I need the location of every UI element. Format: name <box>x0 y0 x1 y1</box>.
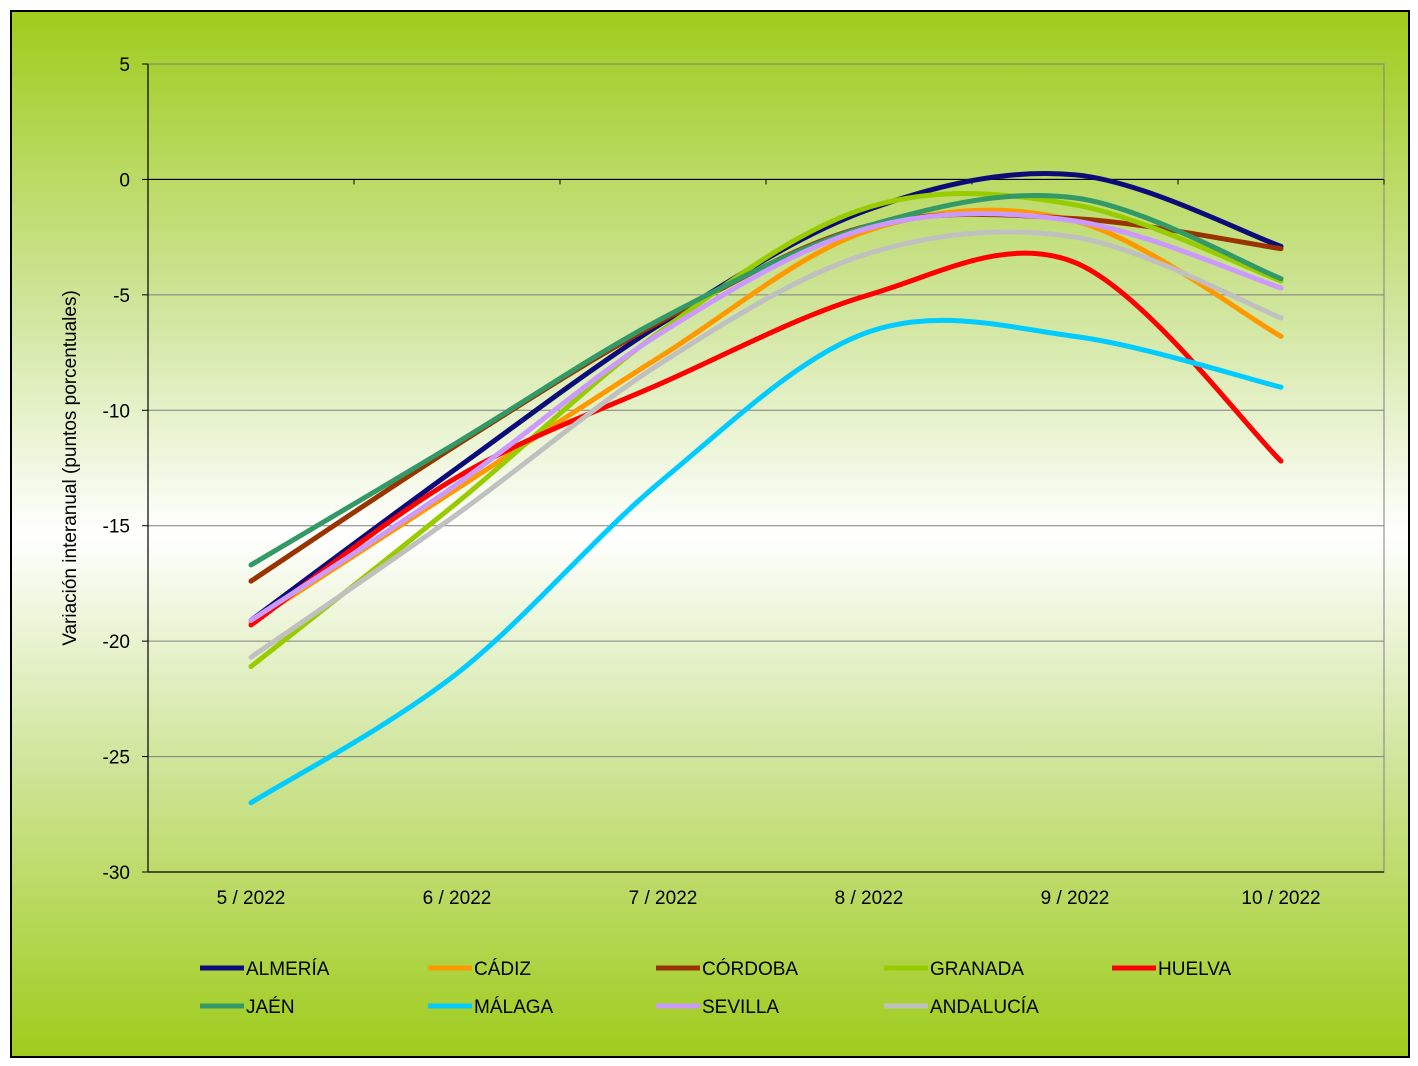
plot-border <box>147 63 1385 873</box>
legend-item: MÁLAGA <box>428 997 554 1018</box>
chart-area: 5 0 -5 -10 -15 -20 -25 -30 5 / 2022 6 / 2022 7 / … <box>10 10 1410 1058</box>
legend-label: GRANADA <box>930 959 1024 980</box>
y-axis-title: Variación interanual (puntos porcentuale… <box>60 290 81 646</box>
series-lines <box>248 171 1284 806</box>
series-line-huelva <box>248 250 1284 628</box>
legend-label: MÁLAGA <box>474 997 554 1018</box>
series-line-cádiz <box>248 207 1284 626</box>
x-tick-label: 8 / 2022 <box>835 888 904 909</box>
y-tick-label: -5 <box>113 286 130 307</box>
y-tick-label: -15 <box>103 517 130 538</box>
y-tick-label: 5 <box>119 55 130 76</box>
y-axis-ticks: 5 0 -5 -10 -15 -20 -25 -30 <box>103 55 148 884</box>
y-tick-label: 0 <box>119 170 130 191</box>
gridlines <box>148 63 1384 873</box>
series-line-granada <box>248 191 1284 670</box>
legend-label: ALMERÍA <box>246 959 330 980</box>
y-tick-label: -10 <box>103 401 130 422</box>
x-tick-label: 5 / 2022 <box>217 888 286 909</box>
x-tick-label: 9 / 2022 <box>1041 888 1110 909</box>
x-tick-label: 7 / 2022 <box>629 888 698 909</box>
series-line-jaén <box>248 192 1284 568</box>
legend-label: JAÉN <box>246 997 295 1018</box>
x-axis-ticks: 5 / 2022 6 / 2022 7 / 2022 8 / 2022 9 / 2022… <box>147 179 1385 909</box>
legend: ALMERÍA CÁDIZ CÓRDOBA GRANADA HUELVA JAÉN MÁLA… <box>200 958 1232 1018</box>
x-tick-label: 10 / 2022 <box>1241 888 1320 909</box>
line-chart: 5 0 -5 -10 -15 -20 -25 -30 5 / 2022 6 / 2022 7 / … <box>60 55 1385 1018</box>
legend-item: JAÉN <box>200 997 295 1018</box>
legend-item: ANDALUCÍA <box>884 997 1039 1018</box>
series-line-málaga <box>248 317 1284 806</box>
y-tick-label: -30 <box>103 863 130 884</box>
y-tick-label: -25 <box>103 748 130 769</box>
legend-item: GRANADA <box>884 959 1024 980</box>
legend-item: SEVILLA <box>656 997 779 1018</box>
legend-item: ALMERÍA <box>200 959 330 980</box>
legend-item: HUELVA <box>1112 959 1232 980</box>
axes <box>147 64 1384 873</box>
legend-item: CÓRDOBA <box>656 958 798 980</box>
plot-area <box>147 63 1385 873</box>
legend-label: HUELVA <box>1158 959 1232 980</box>
series-line-sevilla <box>248 211 1284 623</box>
legend-label: SEVILLA <box>702 997 779 1018</box>
y-tick-label: -20 <box>103 632 130 653</box>
series-line-andalucía <box>248 229 1284 660</box>
legend-item: CÁDIZ <box>428 959 531 980</box>
legend-label: CÁDIZ <box>474 959 531 980</box>
legend-label: CÓRDOBA <box>702 958 798 980</box>
x-tick-label: 6 / 2022 <box>423 888 492 909</box>
legend-label: ANDALUCÍA <box>930 997 1039 1018</box>
